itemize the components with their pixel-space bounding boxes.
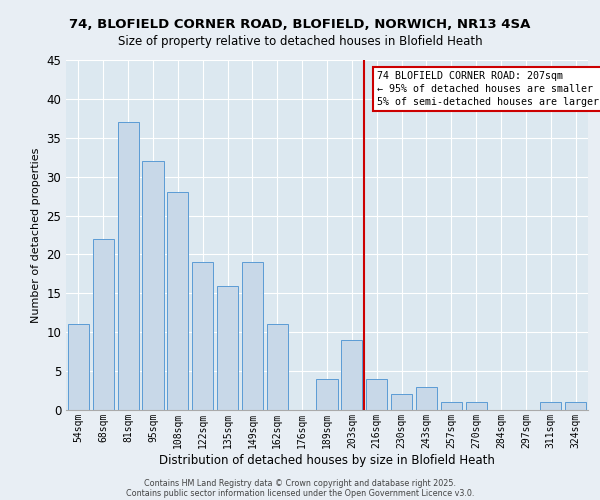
X-axis label: Distribution of detached houses by size in Blofield Heath: Distribution of detached houses by size … bbox=[159, 454, 495, 466]
Text: 74 BLOFIELD CORNER ROAD: 207sqm
← 95% of detached houses are smaller (209)
5% of: 74 BLOFIELD CORNER ROAD: 207sqm ← 95% of… bbox=[377, 70, 600, 107]
Text: Size of property relative to detached houses in Blofield Heath: Size of property relative to detached ho… bbox=[118, 35, 482, 48]
Bar bbox=[316, 379, 338, 410]
Y-axis label: Number of detached properties: Number of detached properties bbox=[31, 148, 41, 322]
Bar bbox=[93, 239, 114, 410]
Text: Contains HM Land Registry data © Crown copyright and database right 2025.: Contains HM Land Registry data © Crown c… bbox=[144, 478, 456, 488]
Bar bbox=[391, 394, 412, 410]
Text: 74, BLOFIELD CORNER ROAD, BLOFIELD, NORWICH, NR13 4SA: 74, BLOFIELD CORNER ROAD, BLOFIELD, NORW… bbox=[70, 18, 530, 30]
Bar bbox=[416, 386, 437, 410]
Bar bbox=[540, 402, 561, 410]
Bar bbox=[217, 286, 238, 410]
Bar bbox=[466, 402, 487, 410]
Bar bbox=[441, 402, 462, 410]
Bar bbox=[242, 262, 263, 410]
Bar bbox=[341, 340, 362, 410]
Bar bbox=[68, 324, 89, 410]
Bar bbox=[565, 402, 586, 410]
Bar bbox=[167, 192, 188, 410]
Bar bbox=[142, 161, 164, 410]
Bar bbox=[366, 379, 387, 410]
Bar bbox=[118, 122, 139, 410]
Bar bbox=[192, 262, 213, 410]
Text: Contains public sector information licensed under the Open Government Licence v3: Contains public sector information licen… bbox=[126, 488, 474, 498]
Bar bbox=[267, 324, 288, 410]
